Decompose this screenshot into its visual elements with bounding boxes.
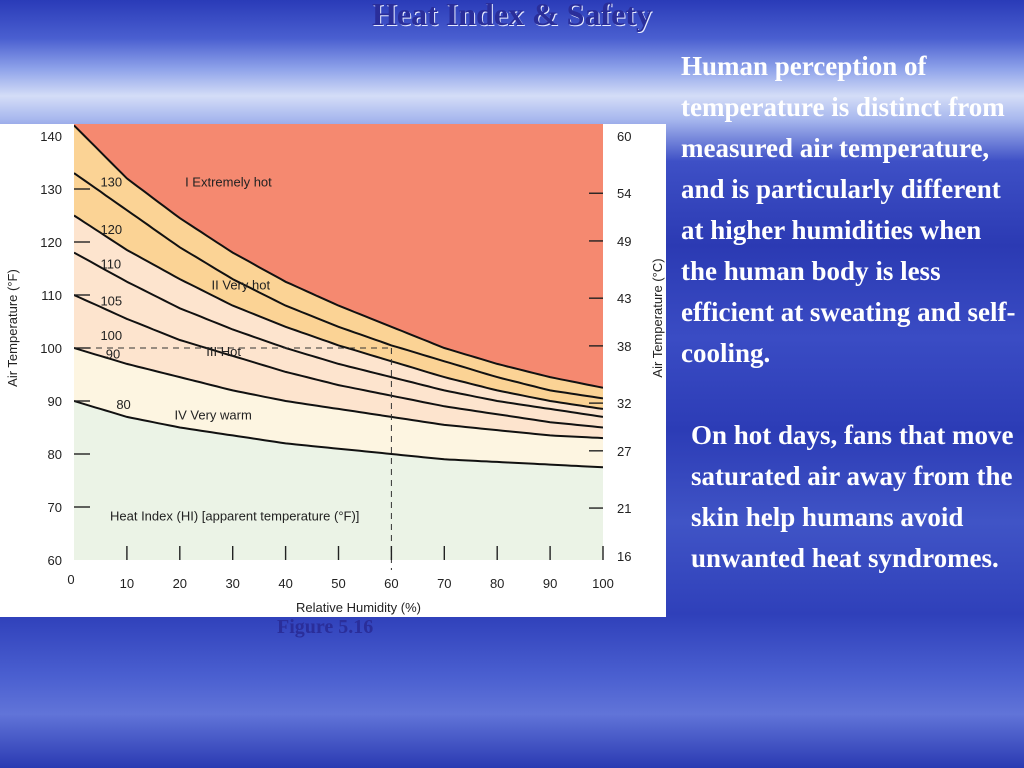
paragraph-fans: On hot days, fans that move saturated ai… [691,420,1014,573]
y-right-tick-label: 49 [617,234,631,249]
x-origin-label: 0 [67,572,74,587]
heat-index-curve-105 [74,251,603,418]
y-right-tick-label: 27 [617,444,631,459]
paragraph-perception: Human perception of temperature is disti… [681,51,1016,368]
y-right-tick-label: 60 [617,129,631,144]
x-tick-label: 10 [120,576,134,591]
y-right-tick-label: 32 [617,396,631,411]
x-tick-label: 50 [331,576,345,591]
y-right-tick-label: 38 [617,339,631,354]
curve-label-80: 80 [116,397,130,412]
y-right-tick-label: 54 [617,186,631,201]
zone-label-very-hot: II Very hot [212,278,271,293]
zone-comfortable [74,401,603,560]
y-axis-label-right: Air Temperature (°C) [650,258,665,377]
curve-label-120: 120 [100,222,122,237]
x-tick-label: 20 [173,576,187,591]
y-left-tick-label: 60 [48,553,62,568]
curve-label-105: 105 [100,294,122,309]
comfort-zones [74,124,603,560]
zone-very-warm [74,348,603,468]
y-left-tick-label: 130 [40,182,62,197]
y-left-tick-label: 120 [40,235,62,250]
reference-lines [74,347,392,570]
x-tick-label: 90 [543,576,557,591]
body-text: Human perception of temperature is disti… [681,46,1019,579]
x-tick-label: 30 [225,576,239,591]
curve-label-100: 100 [100,328,122,343]
zone-label-extremely-hot: I Extremely hot [185,174,272,189]
y-right-tick-label: 43 [617,291,631,306]
x-tick-label: 40 [278,576,292,591]
figure-caption: Figure 5.16 [277,616,374,638]
y-left-tick-label: 100 [40,341,62,356]
x-tick-label: 60 [384,576,398,591]
x-tick-label: 70 [437,576,451,591]
heat-index-curves [74,124,603,469]
zone-label-hot: III Hot [206,344,241,359]
heat-index-curve-110 [74,214,603,410]
heat-index-curve-90 [74,347,603,440]
zone-very-hot [74,125,603,409]
y-right-tick-label: 21 [617,501,631,516]
heat-index-curve-130 [74,124,603,389]
y-left-tick-label: 110 [41,288,62,303]
x-tick-label: 80 [490,576,504,591]
zone-extremely-hot [74,124,603,388]
heat-index-curve-120 [74,172,603,400]
curve-label-130: 130 [100,174,122,189]
heat-index-curve-100 [74,294,603,429]
heat-index-annotation: Heat Index (HI) [apparent temperature (°… [110,508,359,523]
y-right-tick-label: 16 [617,549,631,564]
y-left-tick-label: 90 [48,394,62,409]
y-left-tick-label: 70 [48,500,62,515]
zone-label-very-warm: IV Very warm [175,408,252,423]
y-left-tick-label: 80 [48,447,62,462]
y-axis-label-left: Air Temperature (°F) [5,269,20,387]
slide-title: Heat Index & Safety [372,0,652,32]
x-tick-label: 100 [592,576,614,591]
heat-index-curve-80 [74,400,603,469]
x-axis-label: Relative Humidity (%) [296,600,421,615]
heat-index-chart: 60 70 80 90 100 110 120 130 140 60 54 49 43 38 32 27 21 1… [0,124,666,617]
zone-hot [74,215,603,439]
curve-label-90: 90 [106,347,120,362]
curve-label-110: 110 [100,257,121,272]
y-left-tick-label: 140 [40,129,62,144]
